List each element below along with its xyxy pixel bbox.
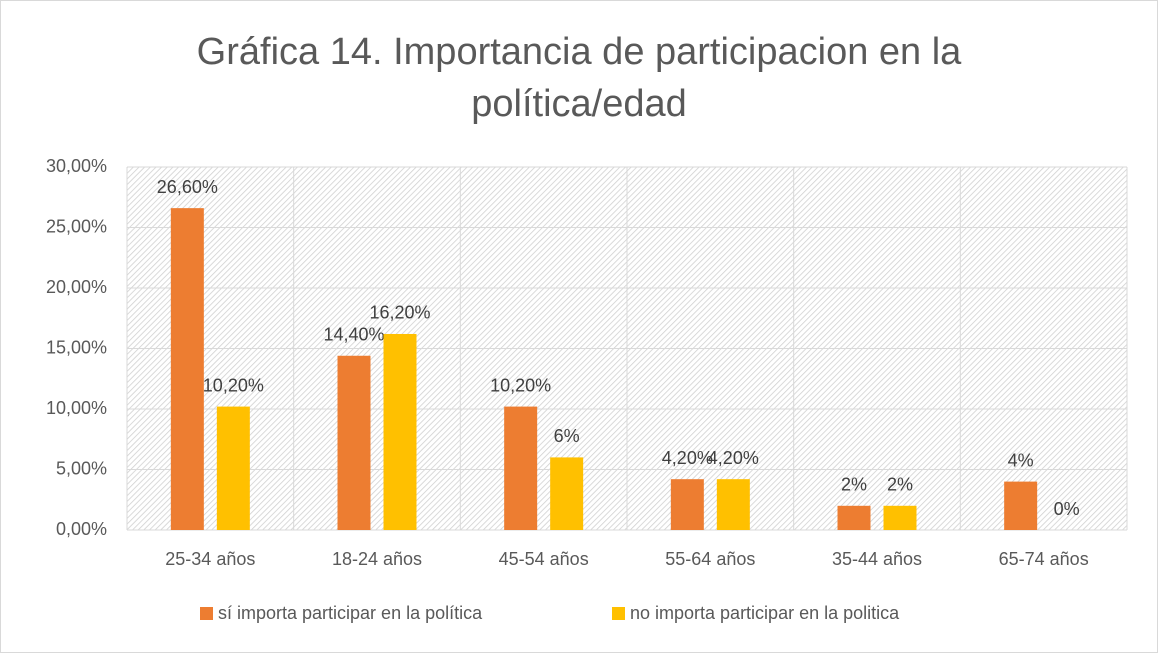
value-label: 2%: [887, 475, 913, 495]
legend-swatch: [612, 607, 625, 620]
legend-swatch: [200, 607, 213, 620]
value-label: 0%: [1054, 499, 1080, 519]
chart-title: Gráfica 14. Importancia de participacion…: [196, 31, 962, 125]
x-tick-label: 45-54 años: [499, 549, 589, 569]
value-label: 10,20%: [203, 375, 264, 395]
y-tick-label: 25,00%: [46, 216, 107, 236]
y-tick-label: 5,00%: [56, 458, 107, 478]
bar: [383, 333, 417, 530]
bar: [550, 457, 584, 530]
legend-label: no importa participar en la politica: [630, 603, 900, 623]
bar: [1004, 481, 1038, 530]
y-tick-label: 0,00%: [56, 519, 107, 539]
value-label: 26,60%: [157, 177, 218, 197]
bar: [883, 505, 917, 530]
legend-label: sí importa participar en la política: [218, 603, 483, 623]
value-label: 4,20%: [708, 448, 759, 468]
bar: [504, 406, 538, 530]
bar: [337, 355, 371, 530]
x-tick-label: 35-44 años: [832, 549, 922, 569]
bar: [716, 479, 750, 530]
y-tick-label: 20,00%: [46, 277, 107, 297]
bar: [170, 208, 204, 530]
x-tick-label: 65-74 años: [999, 549, 1089, 569]
value-label: 2%: [841, 475, 867, 495]
y-tick-label: 10,00%: [46, 398, 107, 418]
value-label: 4%: [1008, 450, 1034, 470]
x-tick-label: 25-34 años: [165, 549, 255, 569]
value-label: 6%: [554, 426, 580, 446]
value-label: 4,20%: [662, 448, 713, 468]
bar: [670, 479, 704, 530]
value-label: 16,20%: [369, 303, 430, 323]
value-label: 10,20%: [490, 375, 551, 395]
y-tick-label: 30,00%: [46, 156, 107, 176]
value-label: 14,40%: [323, 325, 384, 345]
x-tick-label: 55-64 años: [665, 549, 755, 569]
bar: [837, 505, 871, 530]
x-tick-label: 18-24 años: [332, 549, 422, 569]
bar: [216, 406, 250, 530]
y-tick-label: 15,00%: [46, 337, 107, 357]
